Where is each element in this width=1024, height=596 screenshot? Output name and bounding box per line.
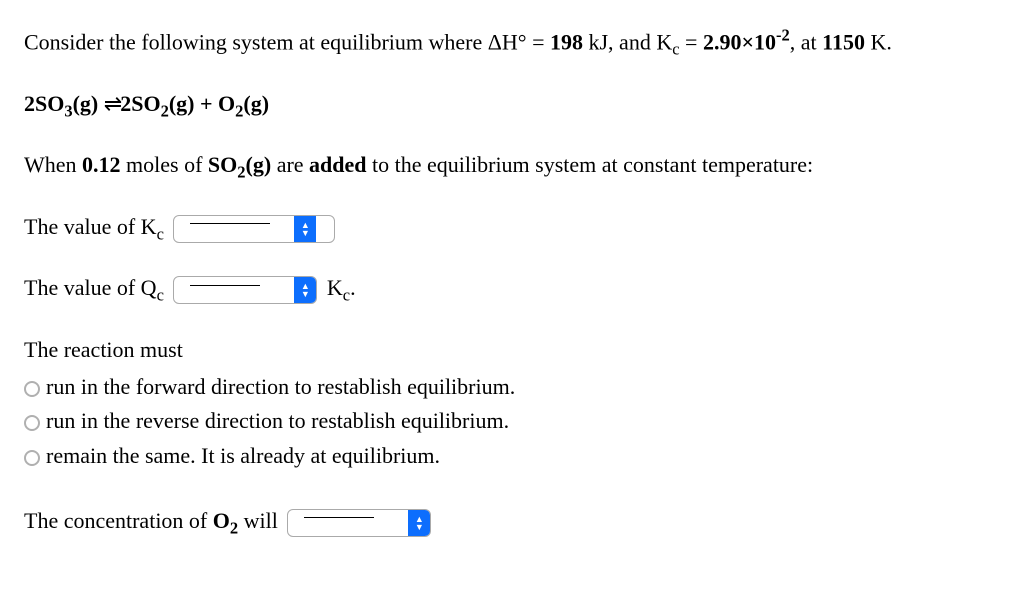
rhs1: 2SO	[120, 91, 160, 116]
o2-species: O	[213, 508, 230, 533]
radio-icon	[24, 381, 40, 397]
kc-label: The value of K	[24, 214, 157, 239]
equilibrium-arrow-icon: ⇌	[104, 91, 120, 116]
radio-icon	[24, 415, 40, 431]
rhs1-sub: 2	[161, 101, 169, 120]
rhs1-phase: (g) + O	[169, 91, 235, 116]
intro-text: Consider the following system at equilib…	[24, 29, 550, 54]
option-same[interactable]: remain the same. It is already at equili…	[24, 441, 1000, 472]
kc-question: The value of Kc	[24, 212, 1000, 245]
pert-a: When	[24, 152, 82, 177]
o2-conc-b: will	[238, 508, 278, 533]
pert-added: added	[309, 152, 366, 177]
o2-conc-a: The concentration of	[24, 508, 213, 533]
pert-species-sub: 2	[237, 163, 245, 182]
kc-select[interactable]	[173, 215, 335, 243]
equation-line: 2SO3(g) ⇌2SO2(g) + O2(g)	[24, 89, 1000, 122]
qc-suffix: K	[327, 275, 343, 300]
option-same-label: remain the same. It is already at equili…	[46, 443, 440, 468]
temp-value: 1150	[822, 29, 865, 54]
option-forward[interactable]: run in the forward direction to restabli…	[24, 372, 1000, 403]
qc-suffix-sub: c	[343, 286, 350, 305]
stepper-icon	[408, 510, 430, 536]
stepper-icon	[294, 277, 316, 303]
option-reverse-label: run in the reverse direction to restabli…	[46, 408, 509, 433]
o2-select-value	[288, 510, 408, 536]
lhs: 2SO	[24, 91, 64, 116]
lhs-phase: (g)	[73, 91, 99, 116]
rhs2-phase: (g)	[243, 91, 269, 116]
o2-conc-question: The concentration of O2 will	[24, 506, 1000, 539]
intro-paragraph: Consider the following system at equilib…	[24, 24, 1000, 61]
pert-c: are	[271, 152, 309, 177]
qc-sub: c	[157, 286, 164, 305]
temp-unit: K.	[865, 29, 892, 54]
pert-d: to the equilibrium system at constant te…	[367, 152, 814, 177]
perturbation-line: When 0.12 moles of SO2(g) are added to t…	[24, 150, 1000, 183]
pert-species-phase: (g)	[246, 152, 272, 177]
intro-suffix: , at	[790, 29, 822, 54]
pert-b: moles of	[121, 152, 208, 177]
kc-sub: c	[672, 40, 679, 59]
o2-species-sub: 2	[230, 518, 238, 537]
lhs-sub: 3	[64, 101, 72, 120]
radio-icon	[24, 450, 40, 466]
qc-select[interactable]	[173, 276, 317, 304]
kc-select-value	[174, 216, 294, 242]
intro-text-2: kJ, and K	[583, 29, 672, 54]
dH-value: 198	[550, 29, 583, 54]
kc-value: 2.90×10	[703, 29, 776, 54]
option-reverse[interactable]: run in the reverse direction to restabli…	[24, 406, 1000, 437]
qc-label: The value of Q	[24, 275, 157, 300]
reaction-must-label: The reaction must	[24, 335, 1000, 366]
stepper-icon	[294, 216, 316, 242]
qc-suffix-end: .	[350, 275, 356, 300]
option-forward-label: run in the forward direction to restabli…	[46, 374, 515, 399]
reaction-must-text: The reaction must	[24, 337, 183, 362]
qc-select-value	[174, 277, 294, 303]
o2-select[interactable]	[287, 509, 431, 537]
intro-eq: =	[680, 29, 703, 54]
pert-species: SO	[208, 152, 237, 177]
kc-exp: -2	[776, 26, 790, 45]
qc-question: The value of Qc Kc.	[24, 273, 1000, 306]
pert-moles: 0.12	[82, 152, 121, 177]
kc-sub2: c	[157, 224, 164, 243]
